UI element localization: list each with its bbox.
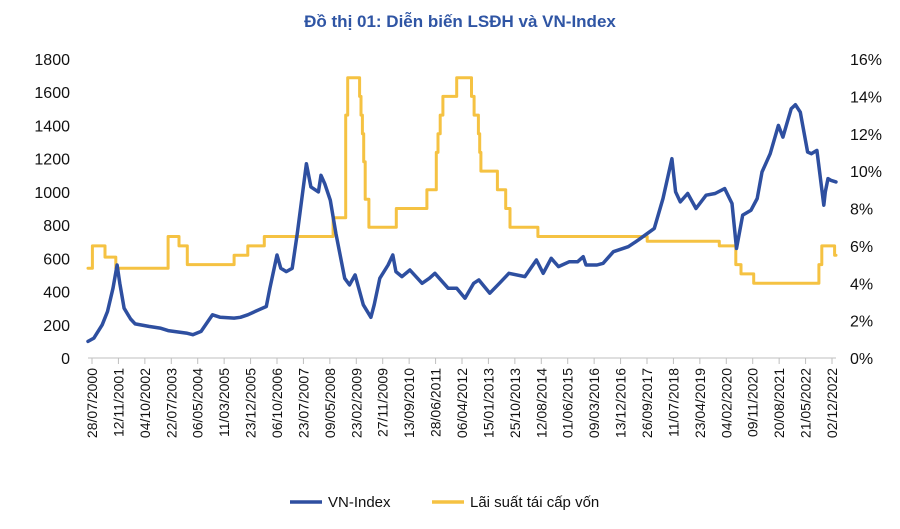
right-axis-tick-label: 4% — [850, 276, 873, 293]
x-axis-tick-label: 09/05/2008 — [322, 368, 338, 438]
x-axis-tick-label: 21/05/2022 — [798, 368, 814, 438]
left-axis-tick-label: 600 — [43, 251, 70, 268]
left-axis-tick-label: 1000 — [34, 185, 70, 202]
vn-index-line — [86, 102, 838, 344]
right-axis-tick-label: 14% — [850, 89, 882, 106]
x-axis-tick-label: 20/08/2021 — [771, 368, 787, 438]
x-axis-tick-label: 11/07/2018 — [665, 368, 681, 437]
x-axis-tick-label: 12/11/2001 — [110, 368, 126, 437]
x-axis-tick-label: 25/10/2013 — [507, 368, 523, 438]
x-axis-tick-label: 06/05/2004 — [190, 368, 206, 438]
right-axis-tick-label: 2% — [850, 314, 873, 331]
x-axis-tick-label: 26/09/2017 — [639, 368, 655, 438]
x-axis-tick-label: 23/04/2019 — [692, 368, 708, 438]
right-axis-tick-label: 8% — [850, 202, 873, 219]
left-axis-tick-label: 1200 — [34, 152, 70, 169]
left-axis-tick-label: 0 — [61, 351, 70, 368]
x-axis-tick-label: 28/06/2011 — [428, 368, 444, 437]
x-axis-tick-label: 28/07/2000 — [84, 368, 100, 438]
legend-label: VN-Index — [328, 494, 391, 511]
left-axis-tick-label: 1600 — [34, 85, 70, 102]
x-axis-tick-label: 04/02/2020 — [718, 368, 734, 438]
right-axis-tick-label: 6% — [850, 239, 873, 256]
x-axis-tick-label: 15/01/2013 — [480, 368, 496, 438]
x-axis-tick-label: 11/03/2005 — [216, 368, 232, 437]
x-axis-tick-label: 06/10/2006 — [269, 368, 285, 438]
x-axis-tick-label: 23/07/2007 — [295, 368, 311, 438]
left-axis-tick-label: 400 — [43, 285, 70, 302]
x-axis-tick-label: 13/12/2016 — [613, 368, 629, 438]
left-axis-tick-label: 1400 — [34, 118, 70, 135]
plot-lines — [86, 76, 838, 344]
x-axis-ticks: 28/07/2000 12/11/2001 04/10/2002 22/07/2003… — [84, 358, 840, 438]
x-axis-tick-label: 23/12/2005 — [243, 368, 259, 438]
x-axis-tick-label: 09/11/2020 — [745, 368, 761, 437]
x-axis-tick-label: 02/12/2022 — [824, 368, 840, 438]
right-axis-tick-label: 12% — [850, 127, 882, 144]
x-axis-tick-label: 13/09/2010 — [401, 368, 417, 438]
left-axis-tick-label: 800 — [43, 218, 70, 235]
left-axis-ticks: 0 200 400 600 800 1000 1200 1400 1600 1800 — [34, 52, 70, 368]
left-axis-tick-label: 1800 — [34, 52, 70, 69]
x-axis-tick-label: 22/07/2003 — [163, 368, 179, 438]
legend: VN-Index Lãi suất tái cấp vốn — [290, 494, 599, 511]
x-axis-tick-label: 12/08/2014 — [533, 368, 549, 438]
right-axis-tick-label: 0% — [850, 351, 873, 368]
x-axis-tick-label: 27/11/2009 — [375, 368, 391, 437]
right-axis-ticks: 0% 2% 4% 6% 8% 10% 12% 14% 16% — [850, 52, 882, 368]
right-axis-tick-label: 10% — [850, 164, 882, 181]
legend-label: Lãi suất tái cấp vốn — [470, 494, 599, 511]
chart-title: Đồ thị 01: Diễn biến LSĐH và VN-Index — [304, 12, 616, 31]
right-axis-tick-label: 16% — [850, 52, 882, 69]
x-axis-tick-label: 01/06/2015 — [560, 368, 576, 438]
x-axis-tick-label: 06/04/2012 — [454, 368, 470, 438]
x-axis-tick-label: 09/03/2016 — [586, 368, 602, 438]
x-axis-tick-label: 23/02/2009 — [348, 368, 364, 438]
refinancing-rate-line — [86, 76, 838, 285]
left-axis-tick-label: 200 — [43, 318, 70, 335]
x-axis-tick-label: 04/10/2002 — [137, 368, 153, 438]
